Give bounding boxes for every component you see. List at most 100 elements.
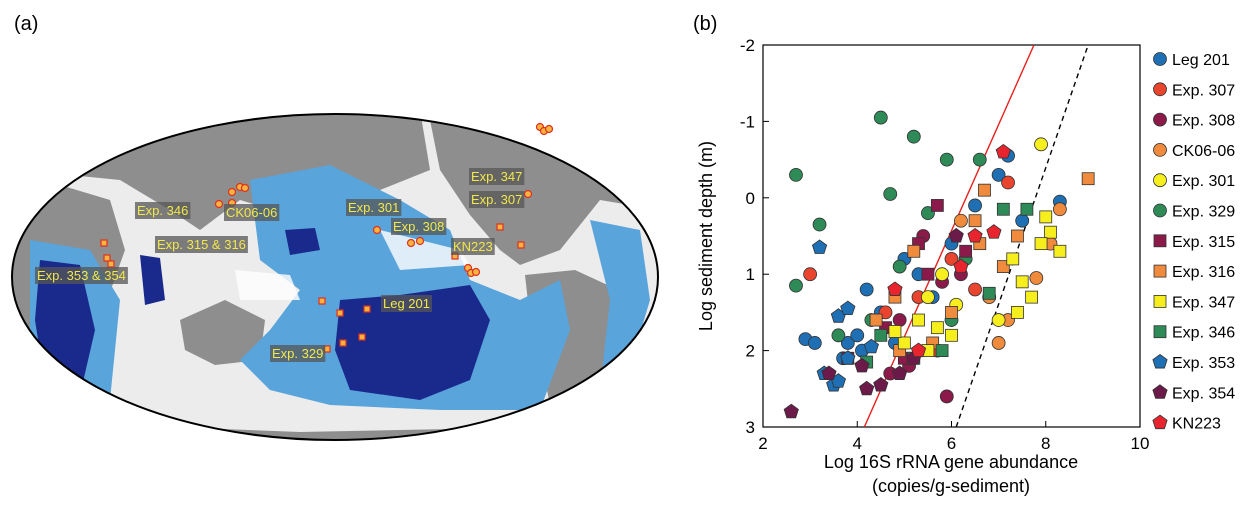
point — [804, 268, 817, 281]
point — [875, 329, 887, 341]
point — [946, 306, 958, 318]
point — [1016, 214, 1029, 227]
point — [987, 225, 1001, 239]
point — [992, 336, 1005, 349]
site-label: Exp. 307 — [471, 192, 522, 207]
point — [888, 282, 902, 296]
point — [996, 144, 1010, 158]
legend-label: CK06-06 — [1172, 143, 1235, 160]
point — [940, 153, 953, 166]
x-tick-label: 10 — [1131, 434, 1150, 453]
panel-label: (a) — [14, 13, 38, 35]
point — [921, 291, 934, 304]
point — [898, 337, 910, 349]
legend-marker — [1154, 204, 1167, 217]
legend-marker — [1154, 295, 1166, 307]
point — [884, 187, 897, 200]
point — [1035, 138, 1048, 151]
point — [1035, 238, 1047, 250]
site-label: Exp. 301 — [348, 200, 399, 215]
legend-marker — [1154, 113, 1167, 126]
site-label: KN223 — [453, 239, 493, 254]
site-label: CK06-06 — [226, 205, 277, 220]
panel-label: (b) — [693, 13, 717, 35]
point — [1011, 306, 1023, 318]
point — [851, 329, 864, 342]
legend-label: Exp. 307 — [1172, 82, 1235, 99]
point — [997, 203, 1009, 215]
point — [860, 381, 874, 395]
legend-label: KN223 — [1172, 416, 1221, 433]
point — [1016, 276, 1028, 288]
x-axis-label: (copies/g-sediment) — [872, 476, 1030, 496]
point — [1026, 291, 1038, 303]
legend-label: Leg 201 — [1172, 52, 1230, 69]
y-tick-label: -1 — [740, 112, 755, 131]
point — [940, 390, 953, 403]
legend-marker — [1154, 265, 1166, 277]
site-label: Exp. 347 — [471, 169, 522, 184]
y-axis-label: Log sediment depth (m) — [696, 141, 716, 331]
point — [870, 314, 882, 326]
map — [0, 110, 680, 460]
legend-label: Exp. 354 — [1172, 385, 1235, 402]
point — [1011, 230, 1023, 242]
point — [789, 168, 802, 181]
site-label: Leg 201 — [383, 296, 430, 311]
point — [978, 184, 990, 196]
point — [789, 279, 802, 292]
point — [1044, 226, 1056, 238]
x-tick-label: 2 — [758, 434, 767, 453]
site-label: Exp. 329 — [272, 346, 323, 361]
point — [973, 153, 986, 166]
legend-marker — [1154, 235, 1166, 247]
y-tick-label: 0 — [746, 189, 755, 208]
x-tick-label: 4 — [853, 434, 862, 453]
y-tick-label: -2 — [740, 36, 755, 55]
point — [893, 314, 906, 327]
point — [1007, 253, 1019, 265]
point — [1054, 245, 1066, 257]
point — [808, 336, 821, 349]
point — [1040, 211, 1052, 223]
legend-marker — [1154, 143, 1167, 156]
legend-marker — [1154, 326, 1166, 338]
point — [992, 314, 1005, 327]
point — [969, 199, 982, 212]
point — [860, 283, 873, 296]
x-axis-label: Log 16S rRNA gene abundance — [824, 452, 1078, 472]
point — [913, 314, 925, 326]
point — [968, 229, 982, 243]
y-tick-label: 1 — [746, 265, 755, 284]
point — [960, 245, 972, 257]
point — [1030, 272, 1043, 285]
point — [908, 245, 920, 257]
point — [893, 260, 906, 273]
point — [1021, 203, 1033, 215]
legend-label: Exp. 316 — [1172, 264, 1235, 281]
point — [931, 322, 943, 334]
point — [954, 214, 967, 227]
point — [784, 404, 798, 418]
legend-label: Exp. 347 — [1172, 294, 1235, 311]
site-label: Exp. 315 & 316 — [157, 237, 246, 252]
point — [841, 301, 855, 315]
point — [1002, 176, 1015, 189]
y-tick-label: 2 — [746, 342, 755, 361]
point — [812, 240, 826, 254]
site-label: Exp. 353 & 354 — [37, 268, 126, 283]
legend-label: Exp. 329 — [1172, 204, 1235, 221]
point — [946, 329, 958, 341]
legend-marker — [1153, 415, 1167, 429]
figure: (a) Exp. 301 Exp. 347 Exp. 307 Exp. 346 … — [0, 0, 1257, 505]
point — [813, 218, 826, 231]
point — [874, 111, 887, 124]
point — [983, 287, 995, 299]
legend-marker — [1153, 385, 1167, 399]
point — [969, 215, 981, 227]
legend-marker — [1153, 355, 1167, 369]
site-label: Exp. 308 — [393, 219, 444, 234]
point — [1053, 203, 1066, 216]
x-tick-label: 6 — [947, 434, 956, 453]
point — [1082, 173, 1094, 185]
